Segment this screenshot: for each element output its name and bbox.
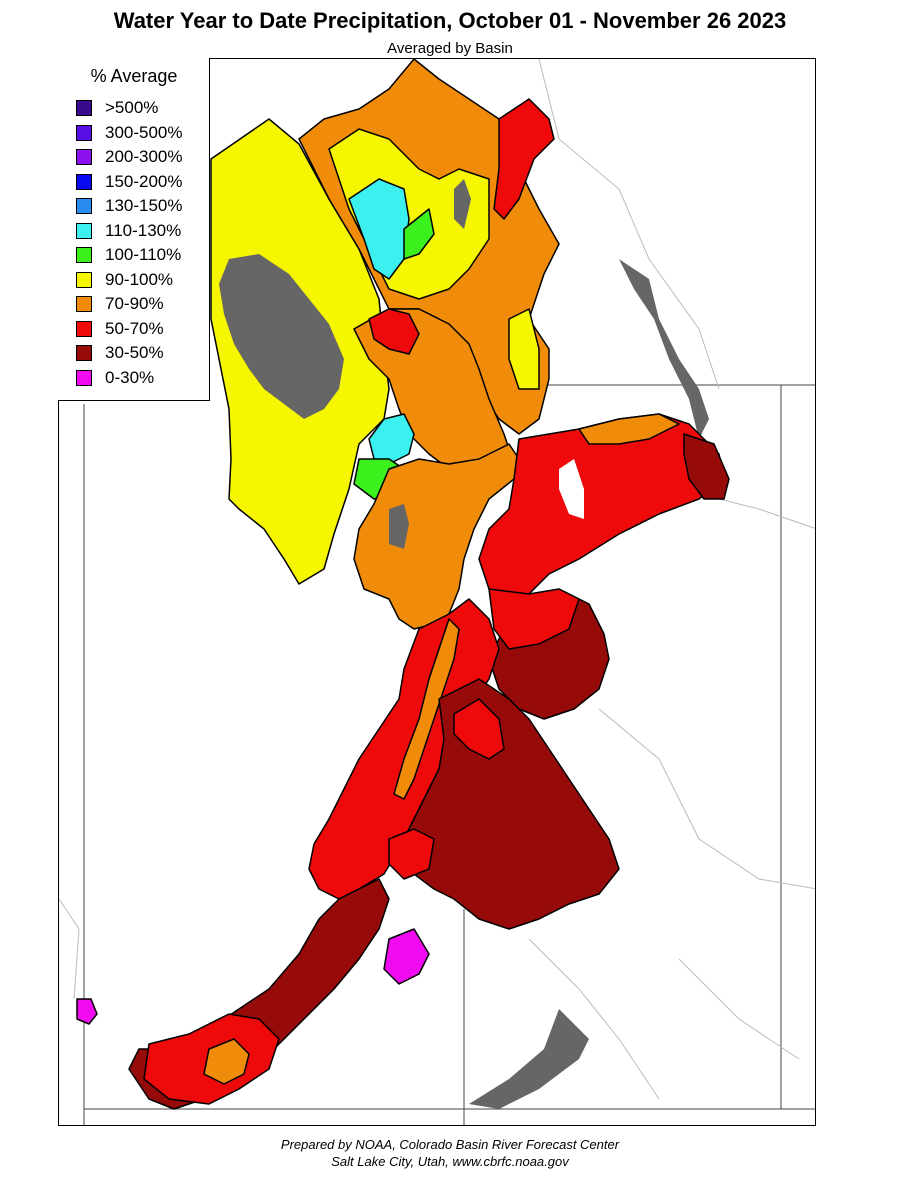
legend-swatch	[76, 173, 92, 190]
legend-label: 110-130%	[105, 220, 182, 240]
legend-swatch	[76, 345, 92, 362]
basin-red-south	[388, 828, 435, 880]
river-line	[678, 958, 800, 1060]
basin-white-yampa	[559, 459, 584, 519]
basin-nodata-duchesne	[389, 504, 409, 549]
legend-label: 90-100%	[105, 269, 174, 289]
map-title: Water Year to Date Precipitation, Octobe…	[113, 8, 787, 33]
basin-cyan-provo	[368, 413, 415, 465]
legend-swatch	[76, 247, 92, 264]
basin-orange-virgin	[203, 1038, 250, 1085]
footer-line-1: Prepared by NOAA, Colorado Basin River F…	[280, 1137, 620, 1152]
river-line	[598, 708, 815, 890]
river-line	[59, 898, 80, 1000]
map-footer: Prepared by NOAA, Colorado Basin River F…	[0, 1136, 900, 1170]
basin-san-juan	[398, 678, 620, 930]
legend-item: 0-30%	[76, 366, 183, 391]
reservoir-shape	[619, 259, 709, 439]
river-line	[528, 938, 660, 1100]
map-legend: % Average >500% 300-500% 200-300% 150-20…	[58, 58, 210, 401]
legend-swatch	[76, 100, 92, 117]
legend-label: 70-90%	[105, 294, 164, 314]
legend-swatch	[76, 198, 92, 215]
legend-label: 30-50%	[105, 343, 164, 363]
legend-label: 50-70%	[105, 318, 164, 338]
basin-map-svg	[59, 59, 815, 1125]
legend-swatch	[76, 320, 92, 337]
legend-swatch	[76, 296, 92, 313]
great-salt-lake	[219, 254, 344, 419]
legend-swatch	[76, 222, 92, 239]
footer-line-2: Salt Lake City, Utah, www.cbrfc.noaa.gov	[331, 1154, 569, 1169]
basin-red-san-juan	[453, 698, 505, 760]
legend-label: 150-200%	[105, 171, 183, 191]
legend-item: 150-200%	[76, 170, 183, 195]
basin-orange-yampa	[578, 413, 680, 445]
basin-yellow-east	[508, 308, 540, 390]
legend-item: >500%	[76, 96, 183, 121]
basin-green-upper	[403, 208, 435, 260]
legend-title: % Average	[90, 66, 178, 86]
basin-darkred-northeast	[683, 433, 730, 500]
legend-label: 100-110%	[105, 245, 182, 265]
legend-swatch	[76, 124, 92, 141]
legend-item: 50-70%	[76, 317, 183, 342]
basin-magenta-south	[383, 928, 430, 985]
basin-duchesne	[353, 443, 520, 630]
legend-label: 300-500%	[105, 122, 183, 142]
river-line	[538, 59, 720, 390]
legend-item: 100-110%	[76, 243, 183, 268]
basin-red-colorado	[488, 588, 580, 650]
basin-magenta-west	[76, 998, 98, 1025]
precipitation-map	[58, 58, 816, 1126]
legend-list: >500% 300-500% 200-300% 150-200% 130-150…	[76, 96, 183, 390]
legend-item: 90-100%	[76, 268, 183, 293]
legend-item: 200-300%	[76, 145, 183, 170]
basin-red-northeast	[493, 98, 555, 220]
basin-orange-green	[393, 618, 460, 800]
legend-label: 200-300%	[105, 147, 183, 167]
legend-item: 130-150%	[76, 194, 183, 219]
basin-red-weber	[368, 308, 420, 355]
legend-label: 130-150%	[105, 196, 183, 216]
legend-swatch	[76, 271, 92, 288]
legend-label: 0-30%	[105, 367, 155, 387]
basin-nodata-upper	[454, 179, 471, 229]
legend-label: >500%	[105, 98, 159, 118]
map-subtitle: Averaged by Basin	[387, 40, 513, 57]
basin-polygons	[76, 59, 730, 1110]
legend-swatch	[76, 149, 92, 166]
legend-item: 110-130%	[76, 219, 183, 244]
basin-lower-green-red	[308, 598, 500, 900]
legend-item: 300-500%	[76, 121, 183, 146]
legend-swatch	[76, 369, 92, 386]
legend-item: 30-50%	[76, 341, 183, 366]
lake-powell-shape	[469, 1009, 589, 1109]
legend-item: 70-90%	[76, 292, 183, 317]
